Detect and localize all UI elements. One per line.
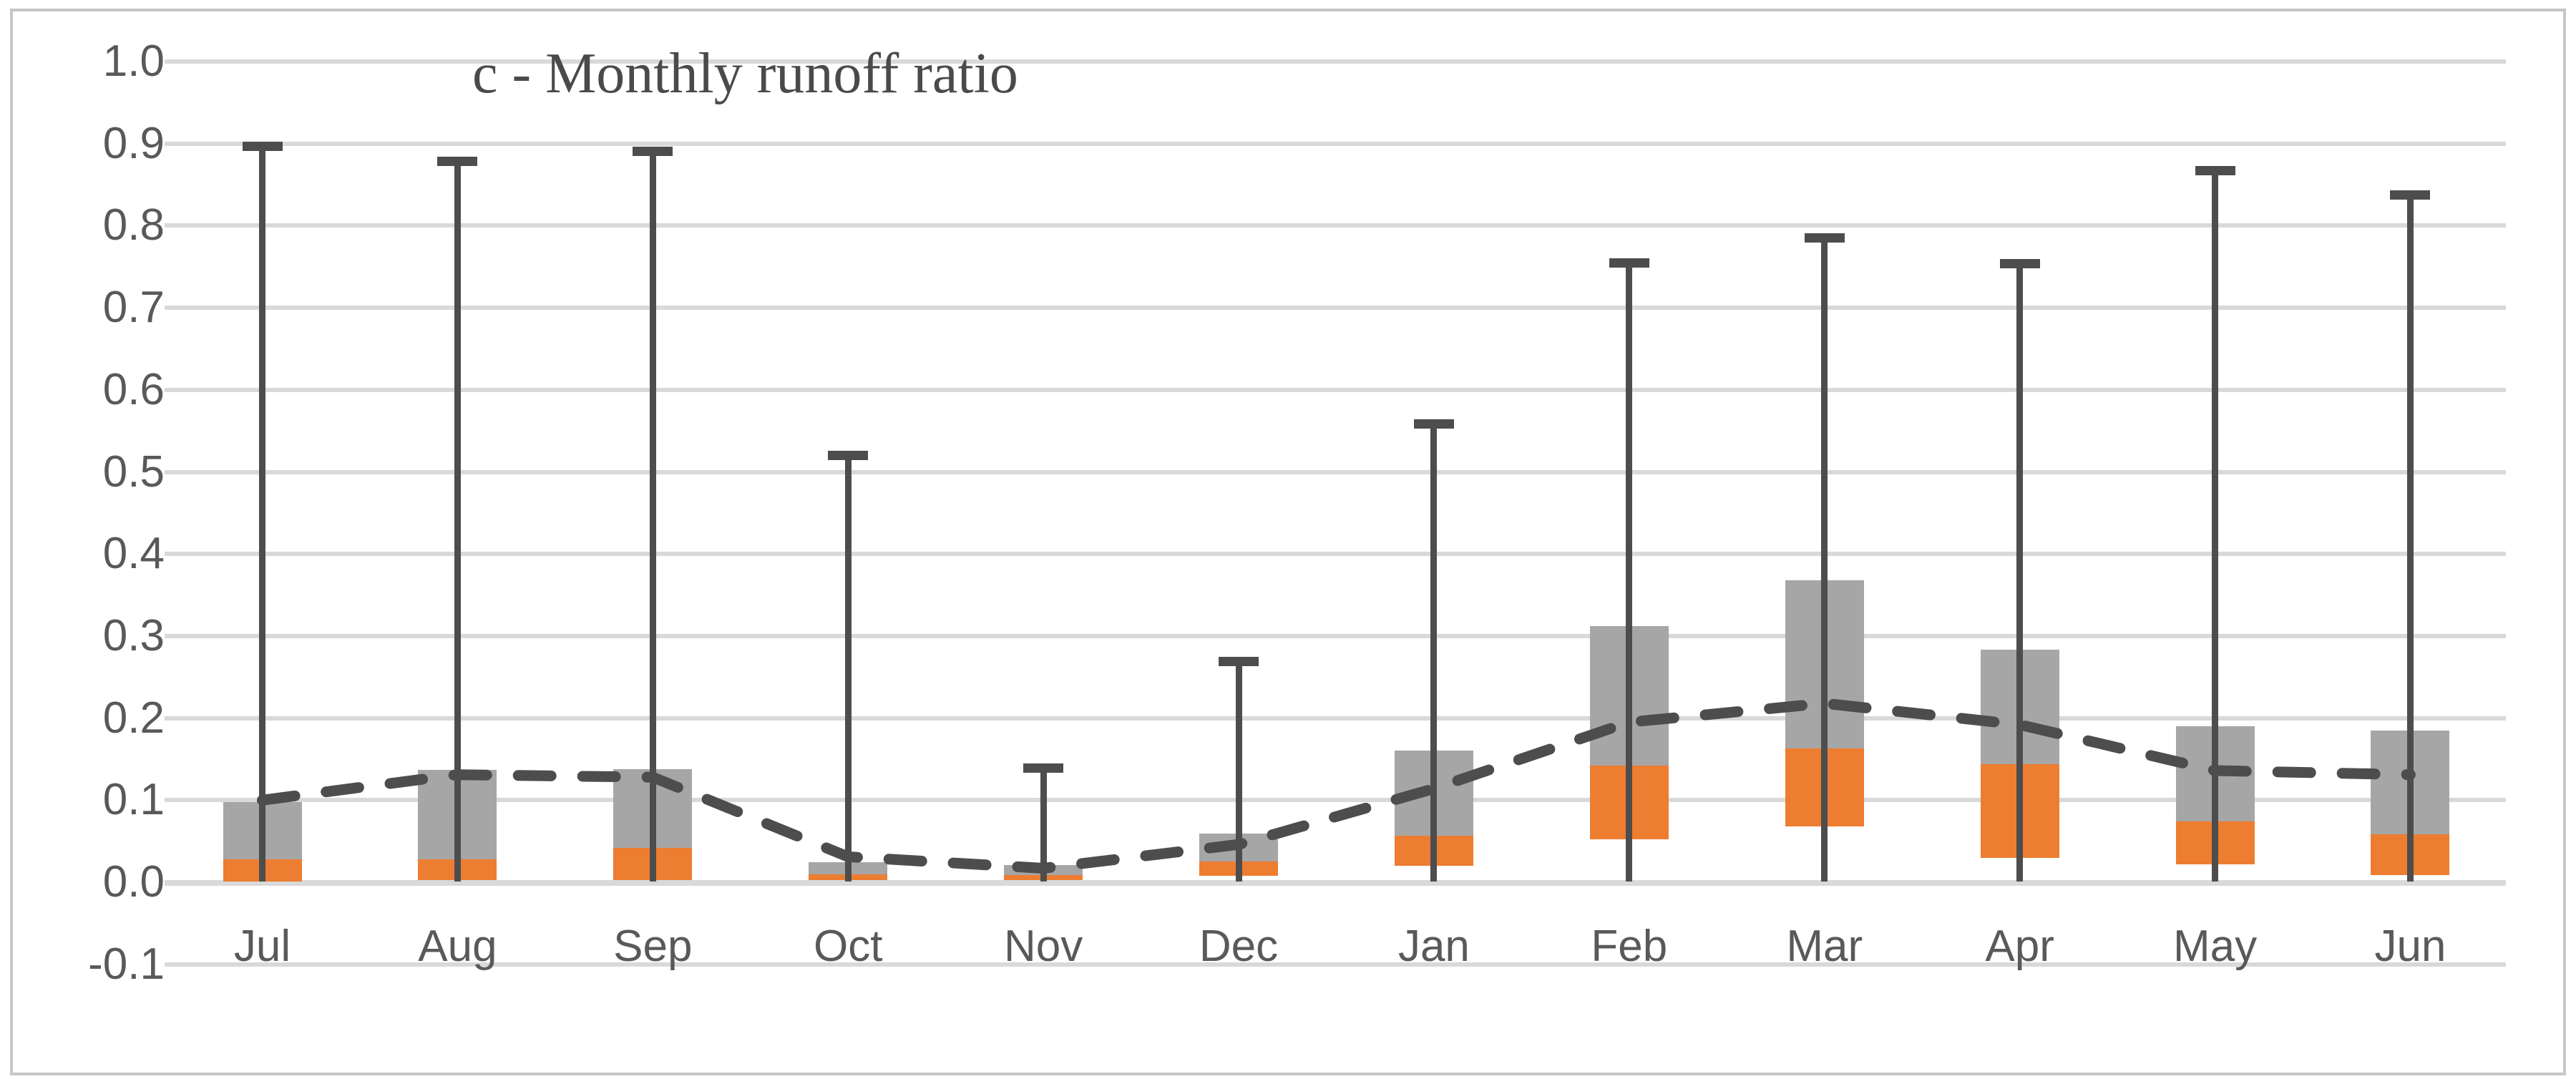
gridline [165, 306, 2506, 311]
month-label: Jun [2374, 922, 2446, 971]
y-tick-label: 0.1 [102, 775, 165, 825]
whisker-cap [242, 141, 283, 151]
y-tick-label: 0.4 [102, 529, 165, 579]
whisker-line [1430, 424, 1438, 882]
month-label: Mar [1786, 922, 1863, 971]
month-label: Feb [1591, 922, 1668, 971]
y-tick-label: 0.2 [102, 693, 165, 743]
whisker-line [1626, 263, 1633, 882]
y-tick-label: 0.7 [102, 283, 165, 333]
gridline [165, 469, 2506, 474]
whisker-line [2212, 170, 2218, 882]
month-label: Jan [1397, 922, 1470, 971]
whisker-line [844, 455, 852, 882]
y-tick-label: 0.5 [102, 446, 165, 497]
y-tick-label: 0.3 [102, 610, 165, 660]
y-tick-label: 0.8 [102, 200, 165, 250]
month-label: Nov [1004, 922, 1083, 971]
whisker-cap [1999, 258, 2040, 268]
whisker-line [1821, 238, 1828, 882]
whisker-line [1040, 768, 1047, 882]
whisker-line [1235, 661, 1242, 882]
whisker-cap [633, 146, 673, 156]
whisker-line [2016, 263, 2024, 882]
gridline [165, 633, 2506, 638]
whisker-line [259, 146, 265, 882]
y-tick-label: 0.0 [102, 857, 165, 907]
month-label: Dec [1199, 922, 1279, 971]
y-tick-label: 0.6 [102, 364, 165, 414]
gridline [165, 962, 2506, 967]
whisker-cap [1804, 233, 1845, 243]
whisker-line [2406, 195, 2414, 882]
month-label: May [2172, 922, 2258, 971]
gridline [165, 387, 2506, 392]
whisker-cap [2390, 190, 2431, 200]
month-label: Apr [1985, 922, 2054, 971]
y-tick-label: -0.1 [88, 939, 165, 989]
whisker-cap [1609, 258, 1649, 268]
whisker-cap [1413, 419, 1454, 429]
month-label: Oct [814, 922, 883, 971]
month-label: Aug [418, 922, 497, 971]
y-tick-label: 1.0 [102, 36, 165, 86]
whisker-cap [828, 451, 869, 461]
gridline [165, 223, 2506, 228]
y-tick-label: 0.9 [102, 118, 165, 168]
whisker-cap [437, 157, 478, 167]
whisker-cap [1023, 763, 1064, 773]
whisker-line [649, 151, 656, 882]
month-label: Jul [233, 922, 291, 971]
gridline [165, 59, 2506, 64]
whisker-cap [1219, 656, 1259, 666]
gridline [165, 141, 2506, 146]
chart-title: c - Monthly runoff ratio [472, 42, 1018, 105]
gridline [165, 552, 2506, 557]
gridline [165, 798, 2506, 803]
gridline [165, 880, 2506, 886]
gridline [165, 716, 2506, 721]
whisker-cap [2195, 166, 2235, 176]
whisker-line [454, 161, 461, 882]
month-label: Sep [613, 922, 693, 971]
